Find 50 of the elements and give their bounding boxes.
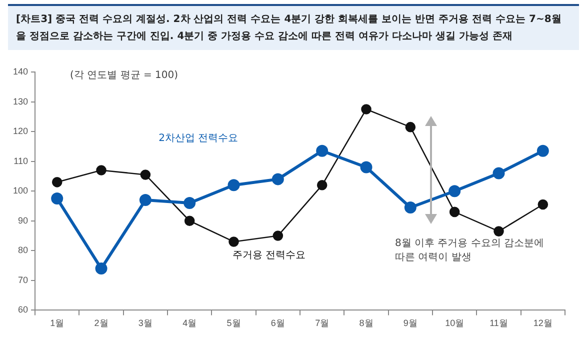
x-tick-label: 7월 xyxy=(315,318,330,328)
point xyxy=(536,144,549,157)
point xyxy=(494,226,504,236)
series-label: 주거용 전력수요 xyxy=(232,250,306,261)
point xyxy=(96,165,106,176)
point xyxy=(361,104,372,114)
y-tick-label: 100 xyxy=(12,186,28,196)
x-tick-label: 1월 xyxy=(50,318,64,328)
point xyxy=(272,230,284,241)
x-tick-label: 5월 xyxy=(226,318,241,328)
point xyxy=(492,167,505,180)
point xyxy=(405,122,416,132)
point xyxy=(316,144,328,157)
point xyxy=(95,262,108,275)
point xyxy=(228,179,240,192)
point xyxy=(272,173,284,186)
point xyxy=(360,161,372,174)
x-tick-label: 9월 xyxy=(403,318,418,328)
y-tick-label: 120 xyxy=(12,126,28,136)
point xyxy=(52,177,62,188)
y-tick-label: 60 xyxy=(18,304,28,315)
y-tick-label: 90 xyxy=(18,215,28,226)
chart-title: [차트3] 중국 전력 수요의 계절성. 2차 산업의 전력 수요는 4분기 강한 회복세를 보이는 반면 주거용 전력 수요는 7~8월을 정점으로 감소하는 구간에 진입. 4분기 중 가정용 수요 감소에 따른 전력 여유가 다소나마 생길 가능성 존재 xyxy=(8,4,579,50)
point xyxy=(316,180,328,190)
point xyxy=(448,185,461,198)
x-tick-label: 3월 xyxy=(138,318,152,328)
annotation: (각 연도별 평균 = 100) xyxy=(70,69,178,82)
point xyxy=(538,199,548,210)
point xyxy=(449,206,460,218)
x-tick-label: 8월 xyxy=(359,318,374,328)
x-tick-label: 11월 xyxy=(490,318,508,328)
y-tick-label: 140 xyxy=(12,66,28,76)
text: 2차산업 전력수요 xyxy=(158,133,238,144)
point xyxy=(139,194,152,206)
point xyxy=(51,192,64,205)
point xyxy=(404,201,416,214)
point xyxy=(184,197,196,210)
x-tick-label: 10월 xyxy=(445,318,464,328)
y-tick-label: 80 xyxy=(18,245,28,256)
point xyxy=(184,216,195,226)
x-tick-label: 6월 xyxy=(270,318,285,328)
x-tick-label: 2월 xyxy=(94,318,108,328)
y-tick-label: 130 xyxy=(12,96,28,106)
annotation: 8월 이후 주거용 수요의 감소분에 따른 여력이 발생 xyxy=(395,237,545,264)
point xyxy=(228,236,239,247)
x-tick-label: 4월 xyxy=(182,318,197,328)
x-tick-label: 12월 xyxy=(533,318,552,328)
point xyxy=(140,170,151,180)
y-tick-label: 70 xyxy=(18,274,28,285)
y-tick-label: 110 xyxy=(14,156,28,166)
